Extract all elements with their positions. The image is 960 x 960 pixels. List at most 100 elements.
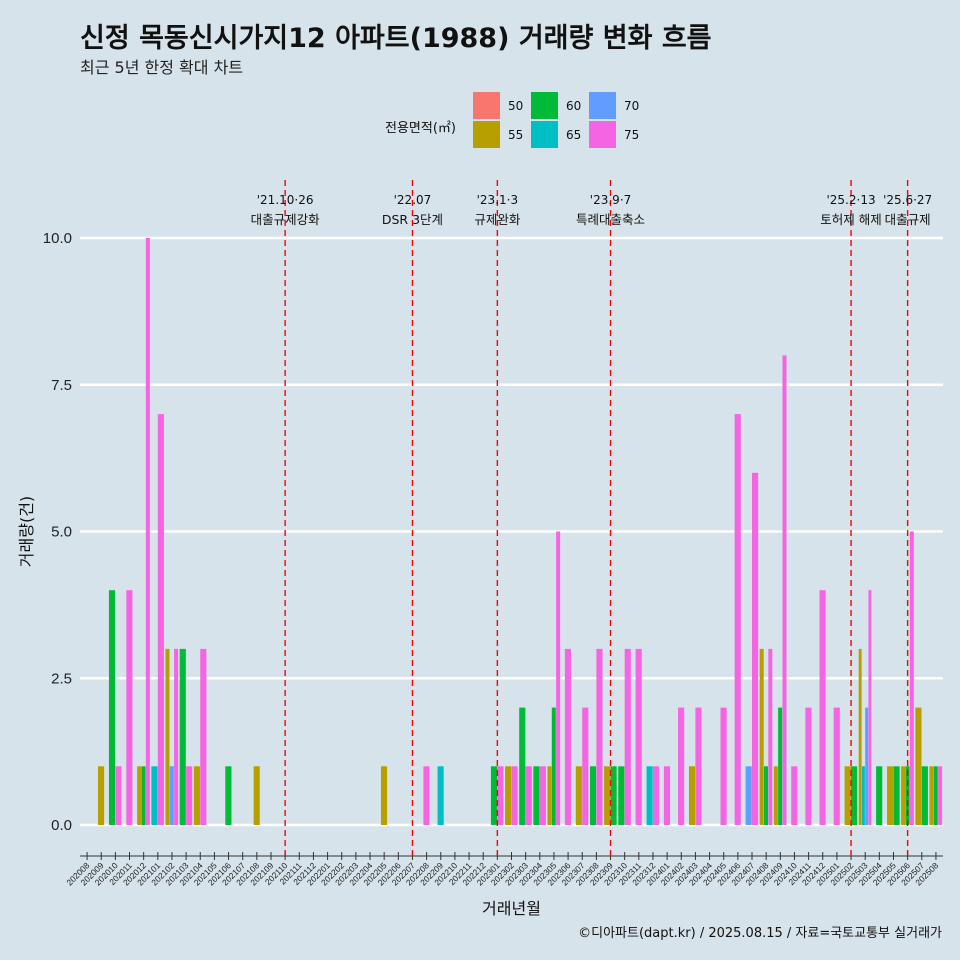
bar-202407-75	[752, 472, 759, 825]
bar-202302-75	[511, 766, 518, 825]
y-tick-label: 7.5	[51, 377, 72, 394]
bar-202305-55	[547, 766, 552, 825]
bar-202311-75	[635, 648, 642, 825]
bar-202508-60	[933, 766, 938, 825]
event-label: 규제완화	[474, 212, 521, 227]
y-tick-label: 0.0	[51, 817, 72, 834]
event-date: '23.1·3	[477, 193, 518, 207]
legend-key-55	[473, 121, 500, 148]
event-label: DSR 3단계	[382, 212, 443, 227]
bar-202506-55	[901, 766, 906, 825]
bar-202508-75	[938, 766, 943, 825]
bar-202208-75	[423, 766, 430, 825]
bar-202401-75	[663, 766, 671, 825]
bar-202502-60	[851, 766, 858, 825]
source-caption: ©디아파트(dapt.kr) / 2025.08.15 / 자료=국토교통부 실…	[578, 926, 942, 941]
bar-202502-55	[844, 766, 851, 825]
bar-202507-60	[921, 766, 928, 825]
event-label: 토허제 해제	[820, 212, 881, 227]
bar-202403-75	[695, 707, 702, 825]
chart-title: 신정 목동신시가지12 아파트(1988) 거래량 변화 흐름	[80, 23, 712, 54]
event-date: '21.10·26	[257, 193, 314, 207]
event-date: '25.6·27	[883, 193, 932, 207]
y-tick-label: 5.0	[51, 524, 72, 541]
legend-label-65: 65	[566, 128, 581, 142]
x-axis-title: 거래년월	[482, 899, 541, 918]
bar-202503-70	[865, 707, 869, 825]
bar-202410-75	[791, 766, 798, 825]
bar-202505-60	[893, 766, 900, 825]
bar-202306-75	[564, 648, 572, 825]
bar-202501-75	[833, 707, 840, 825]
bar-202305-60	[551, 707, 556, 825]
bar-202408-60	[763, 766, 769, 825]
bar-202205-55	[380, 766, 388, 825]
legend-key-70	[589, 92, 616, 119]
legend-key-65	[531, 121, 558, 148]
bar-202409-75	[782, 355, 787, 825]
y-tick-label: 10.0	[43, 230, 72, 247]
y-axis-title: 거래량(건)	[17, 496, 36, 567]
legend-title: 전용면적(㎡)	[385, 121, 456, 136]
event-date: '23.9·7	[590, 193, 631, 207]
bar-202309-60	[610, 766, 617, 825]
bar-202310-75	[624, 648, 631, 825]
chart-subtitle: 최근 5년 한정 확대 차트	[80, 58, 244, 77]
bar-202102-55	[165, 648, 170, 825]
bar-202012-60	[141, 766, 146, 825]
bar-202010-60	[108, 590, 116, 825]
bar-202503-75	[868, 590, 872, 825]
bar-202505-55	[887, 766, 894, 825]
bar-202102-70	[169, 766, 174, 825]
bar-202412-75	[819, 590, 826, 825]
bar-202307-55	[575, 766, 582, 825]
bar-202103-75	[186, 766, 193, 825]
event-label: 특례대출축소	[576, 212, 645, 227]
bar-202405-75	[720, 707, 727, 825]
bar-202009-55	[98, 766, 105, 825]
bar-202012-55	[137, 766, 142, 825]
legend-label-75: 75	[624, 128, 639, 142]
bar-202309-55	[604, 766, 611, 825]
bar-202407-70	[745, 766, 752, 825]
bar-202312-75	[652, 766, 660, 825]
event-date: '22.07	[394, 193, 432, 207]
bar-202303-60	[519, 707, 526, 825]
bar-202305-75	[556, 531, 561, 825]
bar-202102-75	[174, 648, 179, 825]
event-label: 대출규제강화	[251, 212, 321, 227]
legend-key-60	[531, 92, 558, 119]
legend-label-70: 70	[624, 99, 639, 113]
bar-202101-65	[151, 766, 158, 825]
bar-202310-60	[618, 766, 625, 825]
bar-202303-75	[525, 766, 532, 825]
legend-key-50	[473, 92, 500, 119]
bar-202508-55	[929, 766, 934, 825]
bar-202011-75	[126, 590, 133, 825]
bar-202307-75	[582, 707, 589, 825]
bar-202104-55	[193, 766, 200, 825]
y-tick-label: 2.5	[51, 670, 72, 687]
bar-202409-55	[773, 766, 778, 825]
bar-202101-75	[157, 414, 164, 825]
bar-202108-55	[253, 766, 260, 825]
bar-202301-75	[497, 766, 504, 825]
bar-202411-75	[805, 707, 812, 825]
bar-202408-55	[759, 648, 764, 825]
bar-202103-60	[179, 648, 186, 825]
bar-202408-75	[768, 648, 773, 825]
bar-202301-60	[490, 766, 498, 825]
bar-202403-55	[688, 766, 696, 825]
event-label: 대출규제	[885, 212, 931, 227]
bar-202506-75	[909, 531, 914, 825]
legend-label-60: 60	[566, 99, 581, 113]
legend-key-75	[589, 121, 616, 148]
bar-202312-65	[646, 766, 653, 825]
bar-202402-75	[678, 707, 685, 825]
bar-202104-75	[200, 648, 207, 825]
bar-202302-55	[505, 766, 512, 825]
bar-202504-60	[876, 766, 883, 825]
bar-202308-75	[596, 648, 603, 825]
bar-202308-60	[589, 766, 597, 825]
